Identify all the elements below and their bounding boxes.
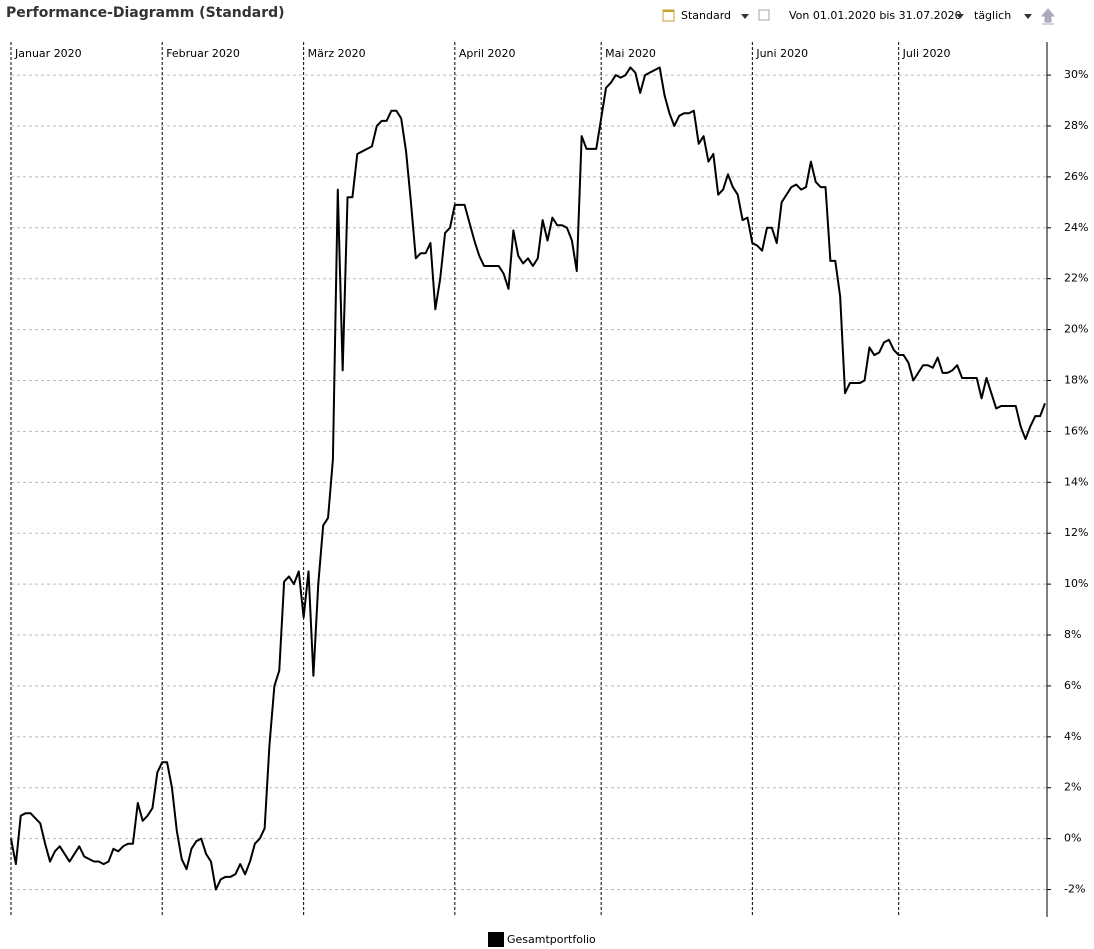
x-tick-label: Februar 2020 (166, 47, 240, 60)
toolbar: Standard Von 01.01.2020 bis 31.07.2020 t… (662, 8, 1056, 25)
y-tick-label: 10% (1064, 577, 1088, 590)
y-tick-label: 4% (1064, 730, 1081, 743)
y-tick-label: 30% (1064, 68, 1088, 81)
x-tick-label: März 2020 (308, 47, 366, 60)
y-tick-label: 16% (1064, 424, 1088, 437)
x-tick-label: Mai 2020 (605, 47, 656, 60)
y-tick-label: 12% (1064, 526, 1088, 539)
range-select[interactable]: Von 01.01.2020 bis 31.07.2020 (789, 9, 962, 22)
export-button[interactable] (1040, 8, 1056, 25)
legend-swatch (488, 932, 504, 947)
view-select[interactable]: Standard (681, 9, 731, 22)
x-tick-label: April 2020 (459, 47, 516, 60)
y-tick-label: 28% (1064, 119, 1088, 132)
y-tick-label: 8% (1064, 628, 1081, 641)
legend-label: Gesamtportfolio (507, 933, 596, 946)
x-tick-label: Juli 2020 (902, 47, 951, 60)
range-icon[interactable] (758, 9, 770, 21)
y-tick-label: 26% (1064, 170, 1088, 183)
interval-dropdown[interactable] (1024, 14, 1032, 19)
y-tick-label: 14% (1064, 475, 1088, 488)
view-dropdown[interactable] (741, 14, 749, 19)
series-line (10, 66, 1046, 891)
y-tick-label: -2% (1064, 883, 1085, 896)
x-tick-label: Juni 2020 (755, 47, 808, 60)
y-tick-label: 18% (1064, 374, 1088, 387)
y-tick-label: 0% (1064, 832, 1081, 845)
x-tick-label: Januar 2020 (14, 47, 82, 60)
chart-title: Performance-Diagramm (Standard) (6, 5, 285, 21)
y-tick-label: 22% (1064, 272, 1088, 285)
interval-select[interactable]: täglich (974, 9, 1011, 22)
y-tick-label: 2% (1064, 781, 1081, 794)
y-tick-label: 6% (1064, 679, 1081, 692)
range-dropdown[interactable] (956, 14, 964, 19)
y-tick-label: 24% (1064, 221, 1088, 234)
y-tick-label: 20% (1064, 323, 1088, 336)
